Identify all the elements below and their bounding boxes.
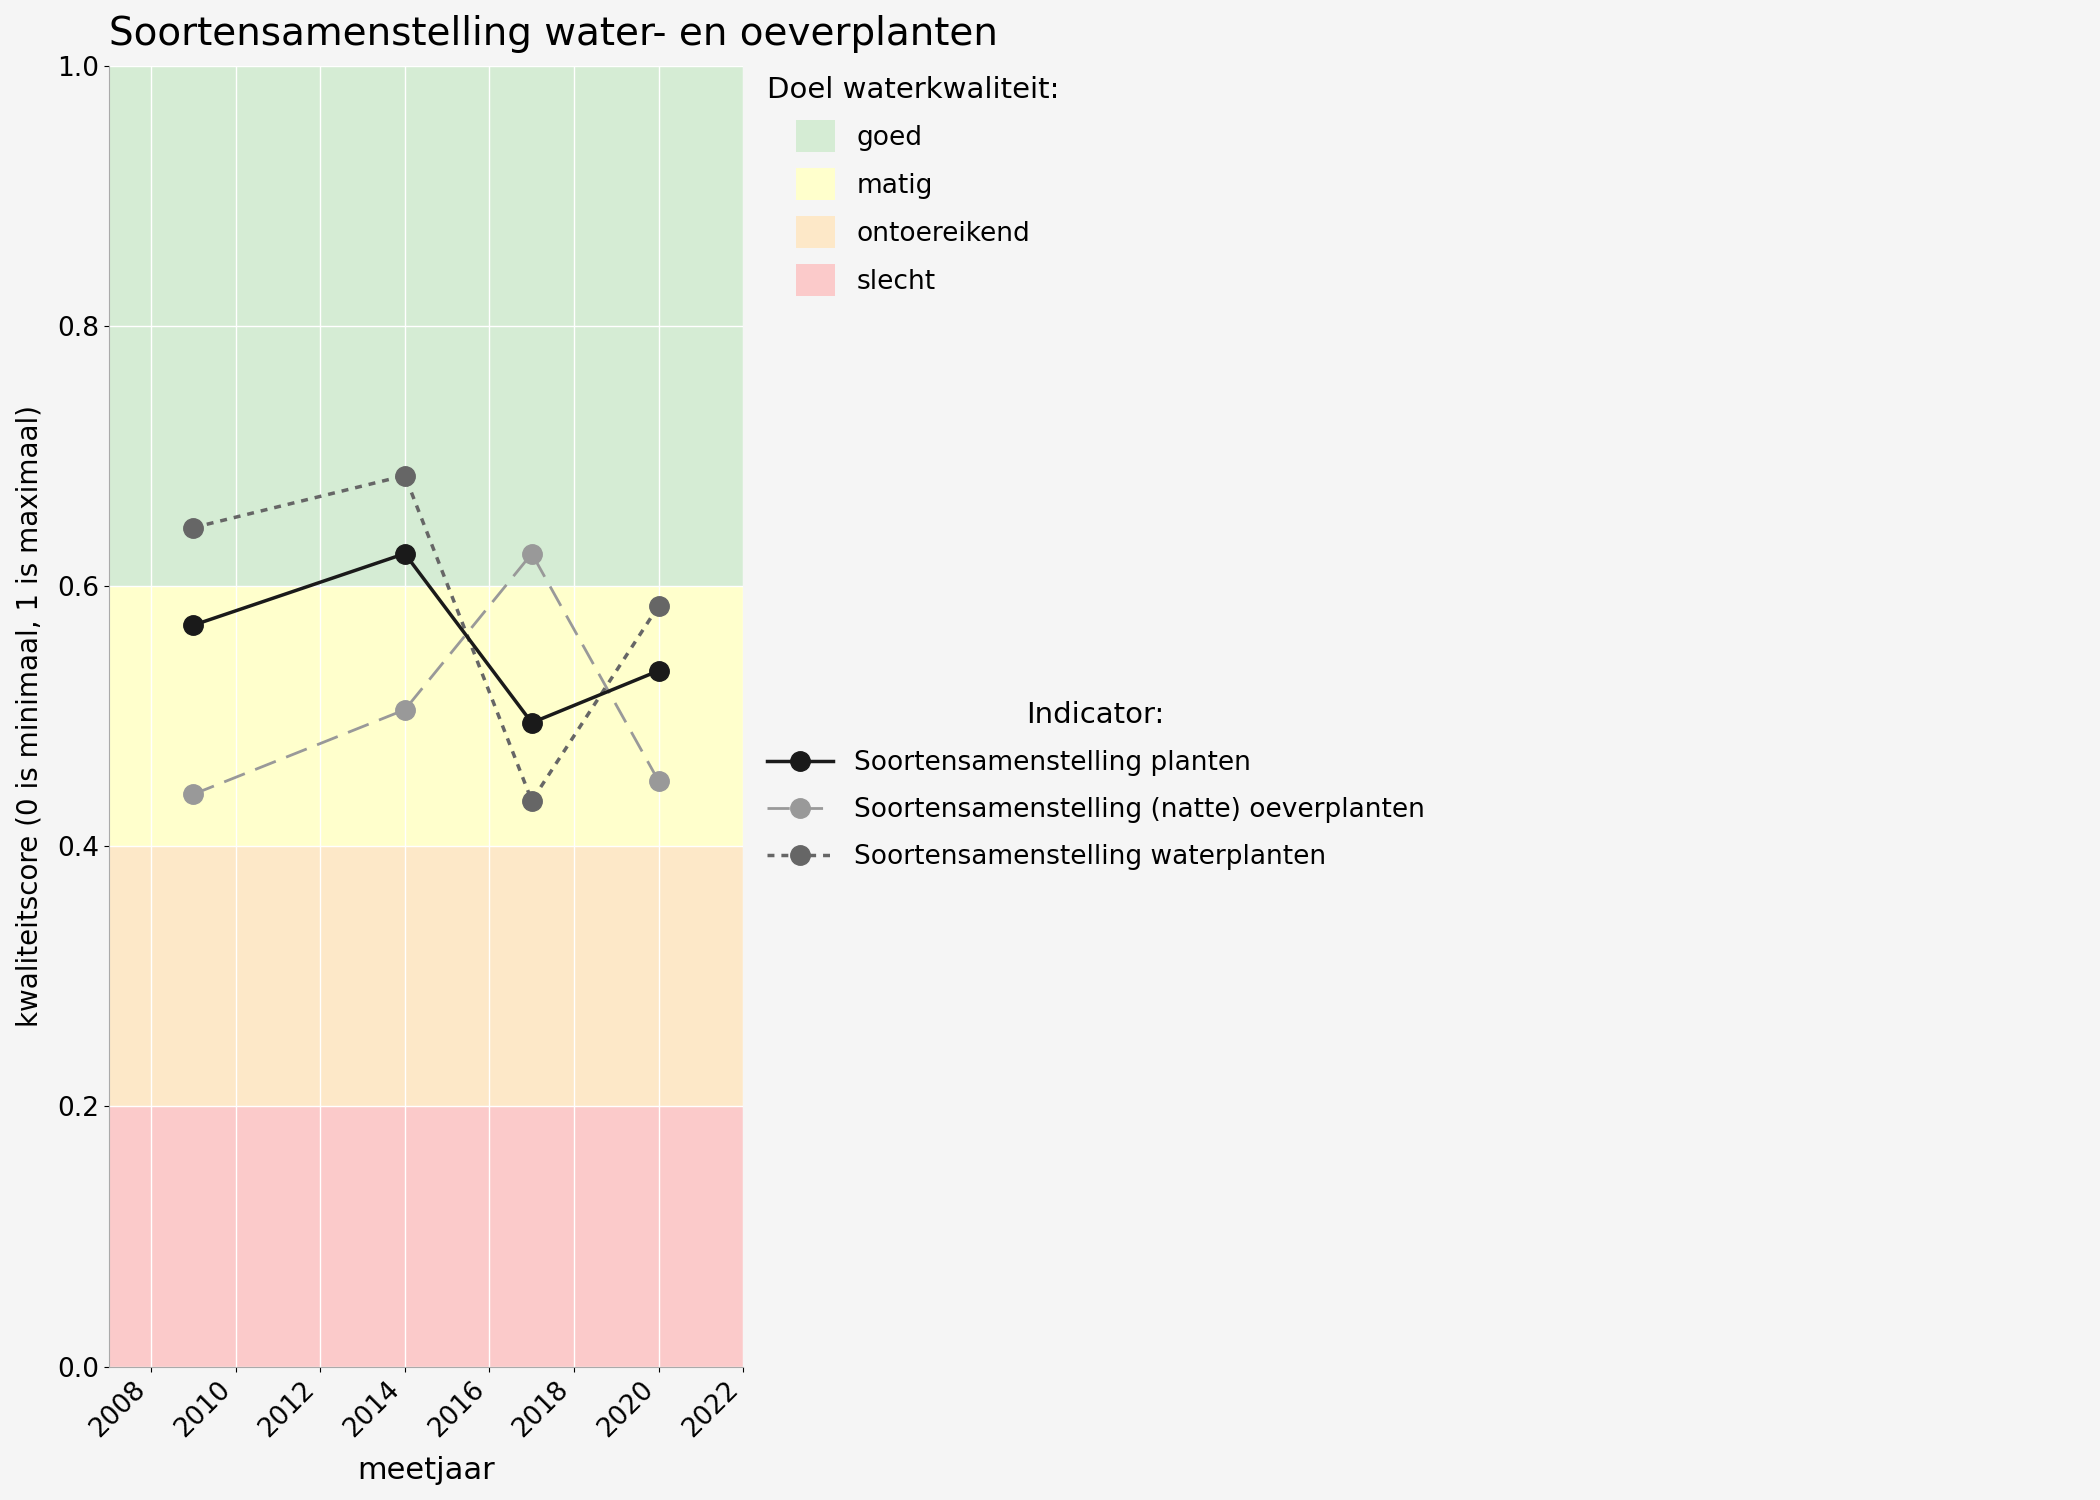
Line: Soortensamenstelling planten: Soortensamenstelling planten [183,544,668,732]
Bar [109,846,743,1107]
X-axis label: meetjaar: meetjaar [357,1456,496,1485]
Soortensamenstelling (natte) oeverplanten [519,544,544,562]
Soortensamenstelling waterplanten [393,466,418,484]
Line: Soortensamenstelling waterplanten: Soortensamenstelling waterplanten [183,466,668,810]
Soortensamenstelling planten [393,544,418,562]
Soortensamenstelling (natte) oeverplanten [393,700,418,718]
Soortensamenstelling planten [181,616,206,634]
Soortensamenstelling waterplanten [181,519,206,537]
Bar [109,66,743,586]
Soortensamenstelling (natte) oeverplanten [181,786,206,804]
Legend: Soortensamenstelling planten, Soortensamenstelling (natte) oeverplanten, Soorten: Soortensamenstelling planten, Soortensam… [756,690,1434,880]
Bar [109,586,743,846]
Soortensamenstelling planten [519,714,544,732]
Soortensamenstelling waterplanten [519,792,544,810]
Bar [109,1107,743,1366]
Soortensamenstelling waterplanten [647,597,672,615]
Text: Soortensamenstelling water- en oeverplanten: Soortensamenstelling water- en oeverplan… [109,15,998,52]
Soortensamenstelling (natte) oeverplanten [647,772,672,790]
Soortensamenstelling planten [647,662,672,680]
Y-axis label: kwaliteitscore (0 is minimaal, 1 is maximaal): kwaliteitscore (0 is minimaal, 1 is maxi… [15,405,42,1028]
Line: Soortensamenstelling (natte) oeverplanten: Soortensamenstelling (natte) oeverplante… [183,544,668,804]
